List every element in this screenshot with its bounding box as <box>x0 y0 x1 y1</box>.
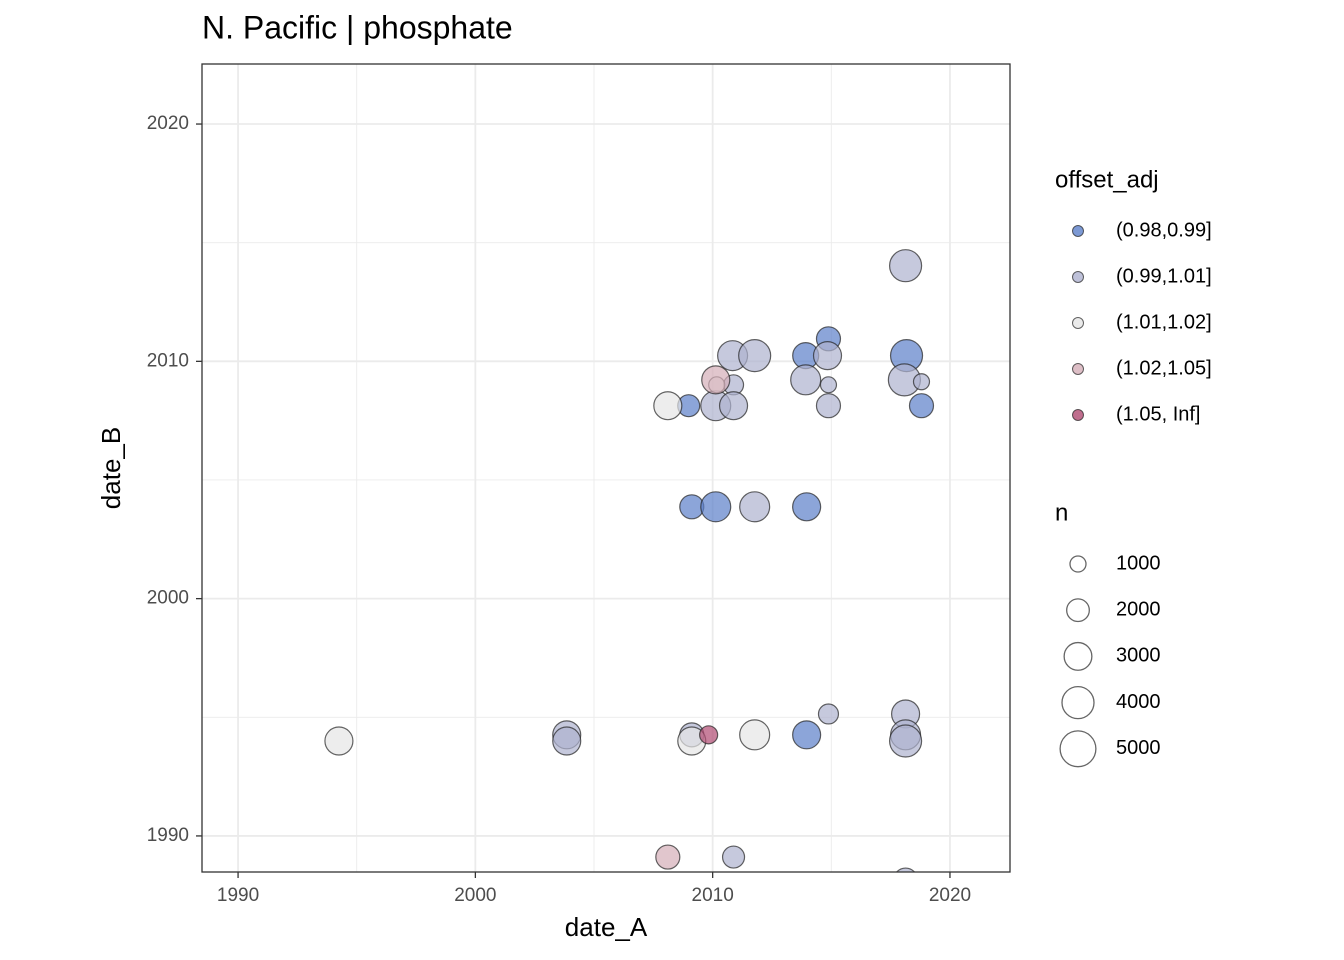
bubble <box>552 726 582 756</box>
size-legend-title: n <box>1055 499 1068 526</box>
bubble <box>324 726 354 756</box>
size-legend-label: 5000 <box>1116 737 1161 759</box>
panel-border <box>201 63 1011 873</box>
x-tick-label: 2020 <box>929 885 971 906</box>
bubble <box>812 341 843 371</box>
size-legend-key <box>1066 598 1090 623</box>
legend-label: (1.05, Inf] <box>1116 403 1201 425</box>
bubble <box>912 373 931 391</box>
bubble <box>700 491 732 523</box>
legend-key <box>1072 271 1084 283</box>
bubble <box>792 492 822 522</box>
bubble <box>679 494 705 520</box>
size-legend-label: 3000 <box>1116 645 1161 667</box>
size-legend-label: 2000 <box>1116 598 1161 620</box>
bubble <box>653 391 683 421</box>
bubble <box>739 491 771 523</box>
bubble <box>701 365 731 395</box>
legend-title: offset_adj <box>1055 166 1159 193</box>
x-axis-label: date_A <box>565 912 648 942</box>
bubble <box>888 724 923 758</box>
y-tick-label: 1990 <box>147 825 189 846</box>
y-axis-label: date_B <box>96 427 126 509</box>
legend-label: (0.98,0.99] <box>1116 219 1212 241</box>
bubble <box>699 725 719 745</box>
chart-title: N. Pacific | phosphate <box>202 9 513 45</box>
size-legend-key <box>1059 730 1097 768</box>
legend-label: (1.02,1.05] <box>1116 357 1212 379</box>
legend-key <box>1072 363 1084 375</box>
legend-key <box>1072 317 1084 329</box>
bubble <box>718 391 749 421</box>
x-tick-label: 1990 <box>217 885 259 906</box>
size-legend-label: 1000 <box>1116 552 1161 574</box>
bubble <box>721 845 746 869</box>
size-legend-key <box>1063 641 1093 671</box>
bubble <box>817 703 840 725</box>
size-legend-key <box>1069 555 1087 573</box>
size-legend-key <box>1061 685 1095 720</box>
legend-key <box>1072 409 1084 421</box>
grid <box>202 64 1010 872</box>
x-tick-label: 2010 <box>692 885 734 906</box>
bubble <box>895 867 916 872</box>
legend-label: (0.99,1.01] <box>1116 265 1212 287</box>
y-tick-label: 2000 <box>147 588 189 609</box>
bubble <box>655 844 681 870</box>
bubble <box>738 339 772 373</box>
plot-points <box>324 249 935 872</box>
legend-label: (1.01,1.02] <box>1116 311 1212 333</box>
bubble <box>790 364 822 396</box>
x-tick-label: 2000 <box>454 885 496 906</box>
bubble <box>792 720 822 750</box>
y-tick-label: 2010 <box>147 350 189 371</box>
bubble <box>888 249 923 283</box>
y-tick-label: 2020 <box>147 113 189 134</box>
bubble <box>908 393 935 419</box>
size-legend-label: 4000 <box>1116 691 1161 713</box>
bubble <box>739 719 771 751</box>
legend-key <box>1072 225 1084 237</box>
bubble <box>819 376 838 394</box>
bubble <box>815 393 842 419</box>
